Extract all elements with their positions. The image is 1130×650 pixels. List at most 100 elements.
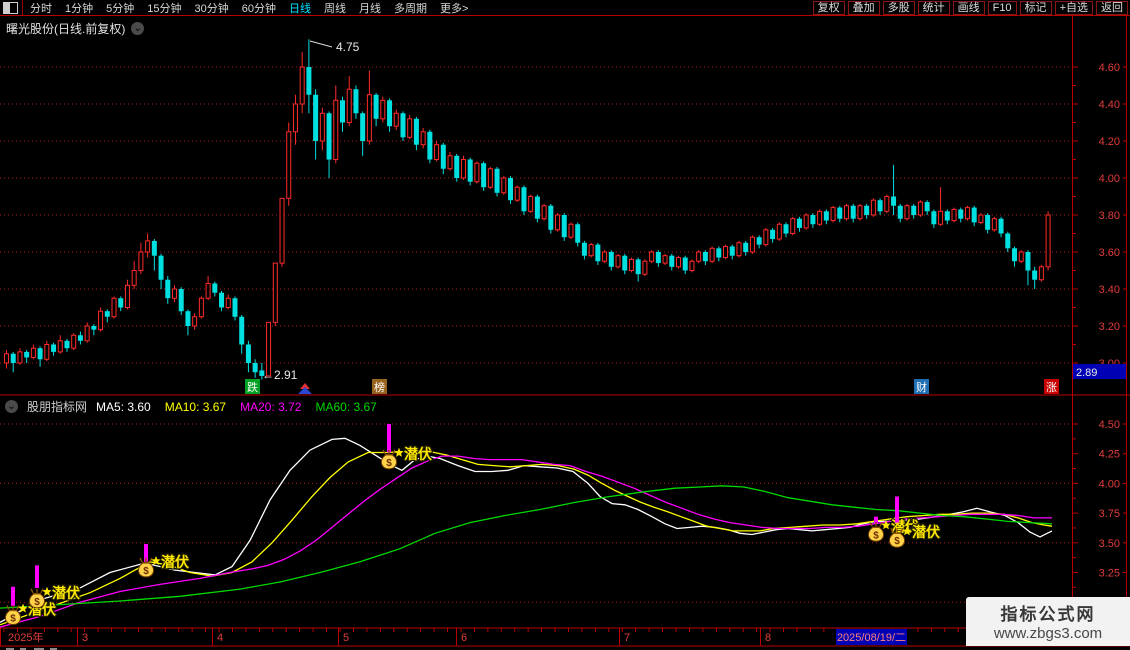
signal-bar <box>387 424 391 453</box>
toolbar-button-2[interactable]: 多股 <box>882 0 915 15</box>
toolbar-divider <box>22 0 23 15</box>
svg-text:$: $ <box>143 566 149 577</box>
signal-label: 潜伏 <box>161 554 189 570</box>
signal-bar <box>144 543 148 562</box>
chevron-down-icon[interactable]: ⌄ <box>131 22 145 35</box>
toolbar-button-8[interactable]: 返回 <box>1096 0 1128 15</box>
signal-label: 潜伏 <box>912 524 940 540</box>
year-label: 2025年 <box>8 630 43 644</box>
svg-text:财: 财 <box>916 380 927 394</box>
svg-text:3: 3 <box>82 632 88 644</box>
ma-label-MA5: MA5: 3.60 <box>96 399 151 414</box>
indicator-price-axis: 4.50 4.25 4.00 3.75 3.50 3.25 <box>1072 419 1126 588</box>
buy-signal-5: $ 潜伏 <box>889 496 941 548</box>
toolbar-button-0[interactable]: 复权 <box>812 0 845 15</box>
svg-text:$: $ <box>873 530 879 541</box>
svg-text:4: 4 <box>217 632 223 644</box>
main-annotations: 4.75 ←2.91 2.89 <box>262 40 1126 382</box>
price-tag: 2.89 <box>1076 367 1097 379</box>
svg-text:7: 7 <box>624 632 630 644</box>
toolbar-actions: 复权 叠加 多股 统计 画线 F10 标记 +自选 返回 <box>812 0 1128 15</box>
svg-text:$: $ <box>386 458 392 469</box>
buy-signal-1: $ 潜伏 <box>29 565 81 609</box>
svg-text:4.20: 4.20 <box>1099 136 1120 148</box>
qianfu-signals: $潜伏$潜伏$潜伏$潜伏$潜伏$潜伏 <box>5 424 941 625</box>
toolbar-button-6[interactable]: 标记 <box>1019 0 1052 15</box>
period-tab-9[interactable]: 多周期 <box>394 2 427 15</box>
period-tab-7[interactable]: 周线 <box>324 2 346 15</box>
highlight-date-box <box>836 629 907 645</box>
period-tab-3[interactable]: 15分钟 <box>147 2 182 15</box>
period-tabs: 分时 1分钟 5分钟 15分钟 30分钟 60分钟 日线 周线 月线 多周期 更多> <box>30 0 468 16</box>
period-tab-6[interactable]: 日线 <box>289 2 311 15</box>
date-axis[interactable]: 3 4 5 6 7 8 2025年 2025/08/19/二 <box>3 628 1067 646</box>
toolbar-button-7[interactable]: +自选 <box>1054 0 1093 15</box>
svg-text:4.50: 4.50 <box>1099 419 1120 431</box>
signal-bar <box>35 565 39 588</box>
signal-bar <box>874 516 878 524</box>
svg-text:8: 8 <box>765 632 771 644</box>
chevron-down-icon[interactable]: ⌄ <box>5 400 18 413</box>
ma-line-MA5 <box>0 437 1053 623</box>
svg-text:4.00: 4.00 <box>1099 173 1120 185</box>
period-tab-2[interactable]: 5分钟 <box>106 2 135 15</box>
svg-text:4.00: 4.00 <box>1099 478 1120 490</box>
toolbar-button-4[interactable]: 画线 <box>952 0 985 15</box>
top-toolbar: 分时 1分钟 5分钟 15分钟 30分钟 60分钟 日线 周线 月线 多周期 更多> 复权 叠加 多股统… <box>0 0 1130 16</box>
high-annotation: 4.75 <box>336 40 360 54</box>
svg-text:$: $ <box>894 536 900 547</box>
period-tab-1[interactable]: 1分钟 <box>65 2 94 15</box>
bottom-status-strip <box>6 648 57 650</box>
highlight-date: 2025/08/19/二 <box>837 632 906 644</box>
buy-signal-2: $ 潜伏 <box>138 543 190 578</box>
window-layout-icon[interactable] <box>3 1 18 14</box>
ma-label-MA60: MA60: 3.67 <box>315 399 377 414</box>
period-tab-0[interactable]: 分时 <box>30 2 52 15</box>
svg-text:3.80: 3.80 <box>1099 210 1120 222</box>
svg-text:涨: 涨 <box>1046 381 1057 394</box>
period-tab-5[interactable]: 60分钟 <box>241 2 276 15</box>
ma-label-MA20: MA20: 3.72 <box>240 399 302 414</box>
svg-text:4.25: 4.25 <box>1099 449 1120 461</box>
ma-label-MA10: MA10: 3.67 <box>164 399 227 414</box>
signal-bar <box>895 496 899 523</box>
svg-text:3.50: 3.50 <box>1099 538 1120 550</box>
signal-label: 潜伏 <box>52 585 80 601</box>
candlestick-series[interactable] <box>4 39 1051 380</box>
signal-label: 潜伏 <box>404 446 432 462</box>
svg-text:3.25: 3.25 <box>1099 568 1120 580</box>
svg-text:3.60: 3.60 <box>1099 247 1120 259</box>
chart-frame <box>0 15 1130 647</box>
period-tab-10[interactable]: 更多> <box>440 2 469 15</box>
ma-line-MA10 <box>0 450 1053 626</box>
svg-text:$: $ <box>34 597 40 608</box>
indicator-gridlines <box>0 423 1072 603</box>
svg-text:跌: 跌 <box>247 380 258 394</box>
main-chart-header: 曙光股份(日线.前复权) ⌄ <box>6 20 145 37</box>
svg-text:4.60: 4.60 <box>1099 62 1120 74</box>
svg-text:4.40: 4.40 <box>1099 99 1120 111</box>
period-tab-8[interactable]: 月线 <box>359 2 381 15</box>
event-flags[interactable]: 跌榜财涨 <box>245 379 1059 394</box>
low-annotation: ←2.91 <box>262 368 298 382</box>
toolbar-button-5[interactable]: F10 <box>987 0 1017 15</box>
svg-text:3.20: 3.20 <box>1099 321 1120 333</box>
svg-text:$: $ <box>10 613 16 624</box>
svg-text:3.75: 3.75 <box>1099 508 1120 520</box>
toolbar-button-3[interactable]: 统计 <box>917 0 950 15</box>
svg-text:榜: 榜 <box>374 380 385 394</box>
main-price-axis: 4.604.404.204.003.803.603.403.203.00 <box>1072 62 1126 370</box>
period-tab-4[interactable]: 30分钟 <box>194 2 229 15</box>
watermark-box: 指标公式网 www.zbgs3.com <box>966 597 1130 646</box>
signal-bar <box>11 586 15 606</box>
svg-text:3.40: 3.40 <box>1099 284 1120 296</box>
page-title: 曙光股份(日线.前复权) <box>6 22 126 36</box>
toolbar-button-1[interactable]: 叠加 <box>847 0 880 15</box>
ma-value-labels: MA5: 3.60 MA10: 3.67 MA20: 3.72 MA60: 3.67 <box>96 400 391 414</box>
svg-text:5: 5 <box>343 632 349 644</box>
buy-signal-3: $ 潜伏 <box>381 424 433 470</box>
svg-text:6: 6 <box>461 632 467 644</box>
indicator-source-label: 股朋指标网 <box>27 400 88 414</box>
